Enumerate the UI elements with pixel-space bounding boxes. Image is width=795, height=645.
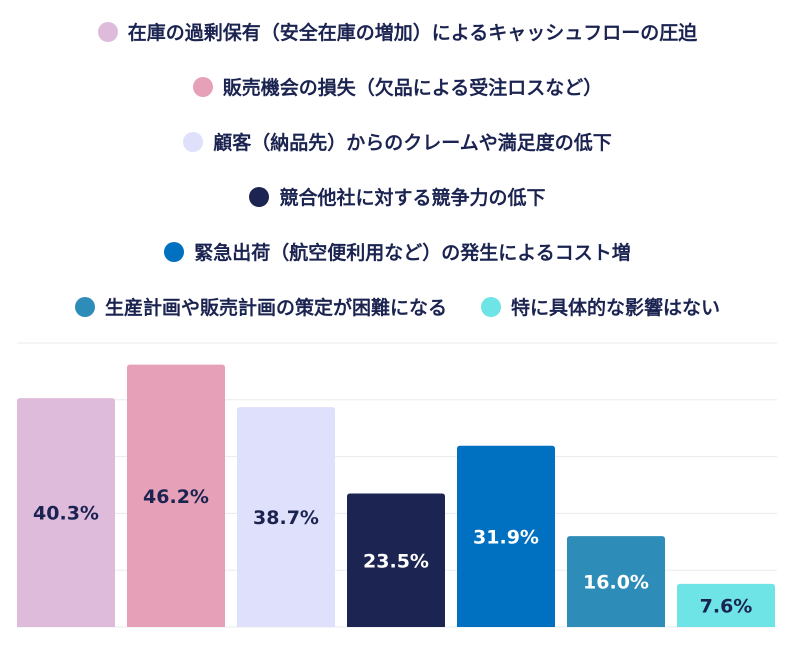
legend-item-competitiveness: 競合他社に対する競争力の低下 xyxy=(249,183,546,210)
bar-5 xyxy=(567,536,665,627)
legend-label-urgent-shipping: 緊急出荷（航空便利用など）の発生によるコスト増 xyxy=(194,242,631,264)
bar-3 xyxy=(347,493,445,627)
bar-2 xyxy=(237,407,335,627)
legend-label-complaints: 顧客（納品先）からのクレームや満足度の低下 xyxy=(213,132,612,154)
legend-row-6: 生産計画や販売計画の策定が困難になる 特に具体的な影響はない xyxy=(0,293,795,320)
legend-item-planning: 生産計画や販売計画の策定が困難になる xyxy=(74,293,447,320)
bar-value-label-1: 46.2% xyxy=(143,486,209,508)
legend-swatch-competitiveness xyxy=(249,186,270,207)
legend-label-no-impact: 特に具体的な影響はない xyxy=(511,297,721,319)
bar-value-label-0: 40.3% xyxy=(33,503,99,525)
legend-item-lost-sales: 販売機会の損失（欠品による受注ロスなど） xyxy=(192,73,603,100)
bar-value-label-4: 31.9% xyxy=(473,526,539,548)
legend-item-urgent-shipping: 緊急出荷（航空便利用など）の発生によるコスト増 xyxy=(164,238,631,265)
bar-value-label-2: 38.7% xyxy=(253,507,319,529)
bar-1 xyxy=(127,364,225,627)
legend-row-4: 競合他社に対する競争力の低下 xyxy=(0,183,795,210)
legend-swatch-planning xyxy=(74,296,95,317)
legend-label-planning: 生産計画や販売計画の策定が困難になる xyxy=(104,297,447,319)
legend-label-lost-sales: 販売機会の損失（欠品による受注ロスなど） xyxy=(222,77,603,99)
legend-row-3: 顧客（納品先）からのクレームや満足度の低下 xyxy=(0,128,795,155)
bar-value-label-6: 7.6% xyxy=(700,595,753,617)
legend-row-1: 在庫の過剰保有（安全在庫の増加）によるキャッシュフローの圧迫 xyxy=(0,18,795,45)
bar-value-label-3: 23.5% xyxy=(363,550,429,572)
legend-swatch-complaints xyxy=(183,131,204,152)
bar-4 xyxy=(457,445,555,627)
bar-6 xyxy=(677,583,775,627)
legend-swatch-lost-sales xyxy=(192,76,213,97)
legend-item-complaints: 顧客（納品先）からのクレームや満足度の低下 xyxy=(183,128,612,155)
bar-value-label-5: 16.0% xyxy=(583,572,649,594)
legend-row-2: 販売機会の損失（欠品による受注ロスなど） xyxy=(0,73,795,100)
legend-swatch-no-impact xyxy=(481,296,501,317)
bar-chart: 40.3% 46.2% 38.7% 23.5% 31.9% 16.0% 7.6% xyxy=(17,342,777,628)
legend-label-competitiveness: 競合他社に対する競争力の低下 xyxy=(279,187,546,209)
legend-item-no-impact: 特に具体的な影響はない xyxy=(481,293,720,320)
legend-swatch-cashflow xyxy=(97,21,118,42)
legend-item-cashflow: 在庫の過剰保有（安全在庫の増加）によるキャッシュフローの圧迫 xyxy=(97,18,698,45)
legend-label-cashflow: 在庫の過剰保有（安全在庫の増加）によるキャッシュフローの圧迫 xyxy=(127,22,698,44)
bar-0 xyxy=(17,398,115,627)
legend-swatch-urgent-shipping xyxy=(164,241,185,262)
legend-row-5: 緊急出荷（航空便利用など）の発生によるコスト増 xyxy=(0,238,795,265)
